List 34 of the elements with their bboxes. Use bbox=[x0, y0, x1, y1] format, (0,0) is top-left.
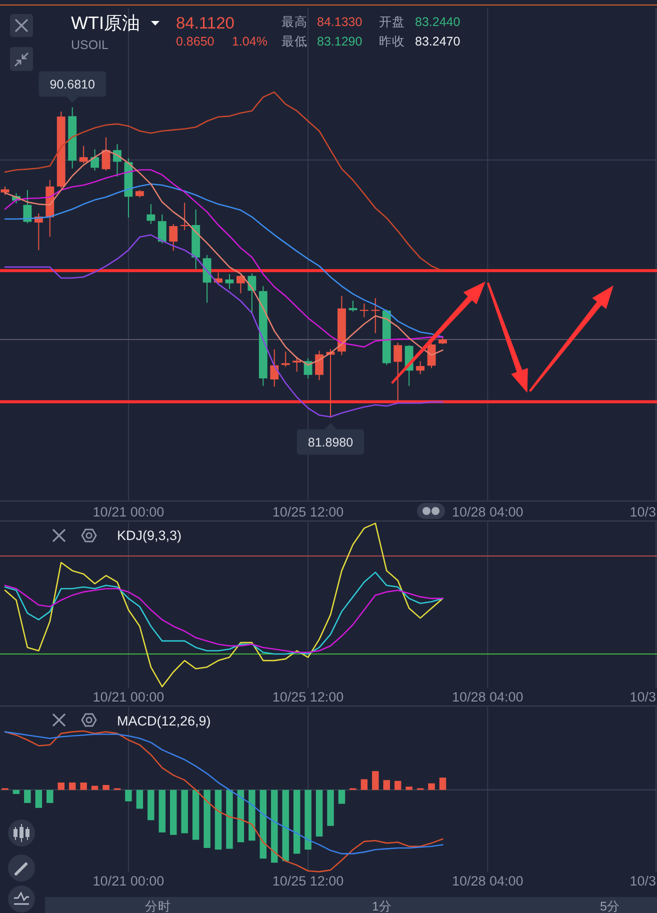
text: 0.8650 bbox=[176, 34, 214, 48]
x-tick-label: 10/21 00:00 bbox=[92, 504, 164, 520]
text: 最低 bbox=[282, 34, 308, 48]
chart-title: MACD(12,26,9) bbox=[117, 714, 211, 728]
x-tick-label: 10/21 00:00 bbox=[92, 874, 164, 888]
tooltip: 90.6810 bbox=[38, 71, 106, 103]
text: 83.2440 bbox=[415, 15, 460, 29]
x-tick-label: 10/21 00:00 bbox=[92, 690, 164, 704]
text: 开盘 bbox=[379, 15, 405, 29]
chart-title: WTI原油 bbox=[71, 13, 140, 33]
text: 昨收 bbox=[379, 34, 405, 48]
annotation: 90.6810 bbox=[50, 78, 95, 92]
text: 分时 bbox=[145, 900, 171, 913]
chart-subtitle: USOIL bbox=[71, 38, 109, 52]
text: 1.04% bbox=[232, 34, 268, 48]
x-tick-label: 10/25 12:00 bbox=[272, 874, 344, 888]
text: 83.1290 bbox=[317, 34, 362, 48]
x-tick-label: 10/3 bbox=[630, 690, 656, 704]
x-tick-label: 10/3 bbox=[630, 504, 656, 520]
x-tick-label: 10/25 12:00 bbox=[272, 504, 344, 520]
x-tick-label: 10/28 04:00 bbox=[452, 690, 524, 704]
text: 5分 bbox=[600, 900, 620, 913]
text: 最高 bbox=[282, 14, 308, 29]
x-tick-label: 10/28 04:00 bbox=[452, 874, 524, 888]
annotation: 81.8980 bbox=[308, 435, 354, 450]
text: 83.2470 bbox=[415, 34, 460, 48]
x-tick-label: 10/28 04:00 bbox=[452, 504, 524, 520]
chart-title: KDJ(9,3,3) bbox=[117, 528, 182, 543]
x-tick-label: 10/25 12:00 bbox=[272, 690, 344, 704]
x-tick-label: 10/3 bbox=[630, 874, 656, 888]
text: 1分 bbox=[372, 900, 392, 913]
tooltip: 81.8980 bbox=[296, 423, 364, 455]
text: 84.1330 bbox=[317, 15, 362, 29]
text: 84.1120 bbox=[176, 14, 234, 32]
